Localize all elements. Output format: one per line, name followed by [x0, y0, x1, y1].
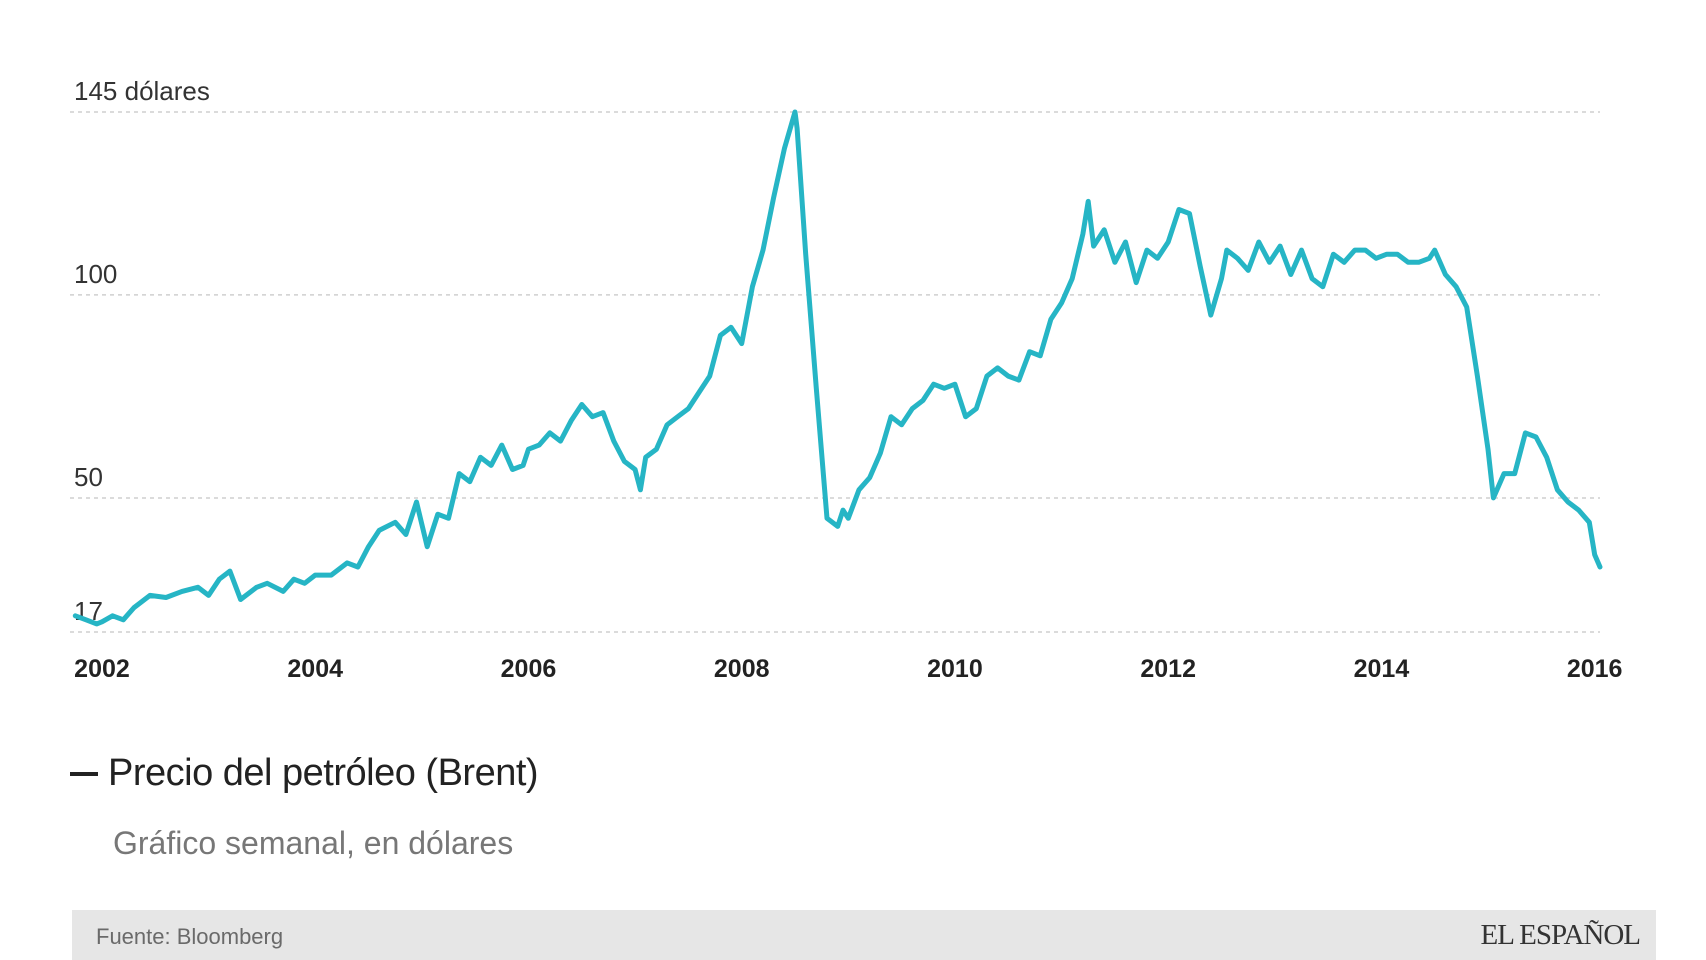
legend: Precio del petróleo (Brent) [70, 752, 539, 795]
series-group [72, 109, 1603, 627]
x-tick-label: 2016 [1567, 655, 1623, 683]
x-tick-label: 2012 [1140, 655, 1196, 683]
source-text: Fuente: Bloomberg [96, 924, 284, 949]
chart-subtitle: Gráfico semanal, en dólares [113, 825, 514, 861]
y-tick-label: 145 dólares [74, 76, 210, 106]
x-tick-label: 2002 [74, 655, 130, 683]
x-tick-label: 2008 [714, 655, 770, 683]
grid-lines [70, 111, 1600, 633]
legend-swatch [70, 771, 98, 776]
legend-series-name: Precio del petróleo (Brent) [108, 752, 539, 794]
x-tick-label: 2010 [927, 655, 983, 683]
y-tick-label: 100 [74, 259, 117, 289]
x-tick-label: 2004 [287, 655, 343, 683]
y-tick-label: 50 [74, 462, 103, 492]
series-line-brent [72, 109, 1603, 627]
x-tick-label: 2006 [501, 655, 557, 683]
x-tick-label: 2014 [1354, 655, 1410, 683]
brand-logo: EL ESPAÑOL [1480, 919, 1641, 951]
x-axis-labels: 2002 2004 2006 2008 2010 2012 2014 2016 [74, 655, 1622, 683]
footer-bar: Fuente: Bloomberg EL ESPAÑOL [72, 910, 1656, 960]
